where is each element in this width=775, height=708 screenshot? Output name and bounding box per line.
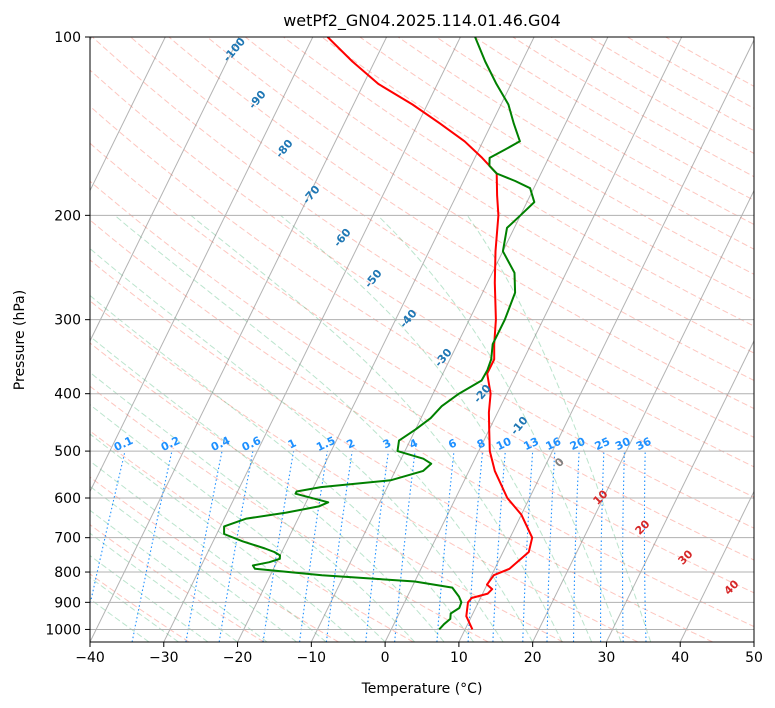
dry-adiabat-line [130, 37, 754, 438]
moist-adiabat-line [90, 532, 238, 642]
y-tick-label: 400 [54, 387, 81, 403]
isotherm-line [384, 37, 683, 642]
x-tick-label: −40 [75, 650, 105, 666]
isotherm-line [679, 490, 754, 642]
y-axis-label: Pressure (hPa) [12, 290, 28, 390]
x-tick-label: 30 [598, 650, 616, 666]
mixing-ratio-line [394, 451, 416, 642]
mixing-ratio-label: 10 [494, 435, 514, 453]
y-tick-label: 600 [54, 491, 81, 507]
isotherm-line [90, 37, 166, 192]
moist-adiabat-line [90, 576, 179, 642]
y-tick-label: 700 [54, 531, 81, 547]
moist-adiabat-line [90, 460, 327, 642]
dry-adiabat-line [90, 105, 754, 529]
moist-adiabat-line [377, 214, 622, 642]
isotherm-line [605, 339, 754, 642]
dewpoint-line [223, 37, 536, 631]
x-tick-label: −30 [149, 650, 179, 666]
mixing-ratio-label: 13 [522, 435, 541, 453]
x-tick-label: 0 [381, 650, 390, 666]
isotherm-line [163, 37, 461, 642]
dry-adiabat-line [90, 142, 754, 561]
x-tick-label: −10 [297, 650, 327, 666]
mixing-ratio-line [131, 450, 173, 642]
mixing-ratio-line [325, 451, 353, 642]
y-tick-label: 100 [54, 30, 81, 46]
mixing-ratio-line [90, 450, 126, 608]
plot-background [90, 37, 754, 642]
dry-adiabat-line [244, 37, 754, 354]
profile-lines [223, 37, 536, 631]
x-tick-label: −20 [223, 650, 253, 666]
x-tick-label: 40 [671, 650, 689, 666]
mixing-ratio-line [262, 451, 295, 642]
moist-adiabat-line [90, 294, 475, 642]
x-axis-ticks: −40 −30 −20 −10 0 10 20 30 40 50 [75, 642, 763, 666]
isotherm-line [90, 37, 388, 642]
isotherm-line [458, 38, 754, 642]
y-tick-label: 500 [54, 444, 81, 460]
dry-adiabat-line [92, 37, 754, 468]
background-reference-lines [90, 37, 754, 642]
x-tick-label: 10 [450, 650, 468, 666]
moist-adiabat-line [90, 554, 209, 642]
isotherm-line [90, 37, 240, 343]
y-tick-label: 800 [54, 565, 81, 581]
dry-adiabat-line [359, 37, 754, 275]
moist-adiabat-line [90, 598, 150, 642]
mixing-ratio-label: 36 [634, 435, 654, 453]
dry-adiabat-line [90, 342, 564, 642]
mixing-ratio-label: 20 [568, 435, 588, 453]
dry-adiabat-line [321, 37, 754, 301]
dry-adiabat-line [206, 37, 754, 381]
chart-title: wetPf2_GN04.2025.114.01.46.G04 [283, 11, 561, 31]
x-tick-label: 50 [745, 650, 763, 666]
dry-adiabat-line [90, 219, 754, 628]
mixing-ratio-line [436, 451, 455, 642]
mixing-ratio-label: 16 [544, 435, 564, 453]
isotherm-line [90, 37, 314, 493]
moist-adiabat-line [280, 214, 593, 642]
pressure-gridlines [90, 37, 754, 630]
y-tick-label: 1000 [45, 622, 81, 638]
dry-adiabat-line [90, 385, 489, 642]
dry-adiabat-line [512, 37, 754, 178]
moist-adiabat-line [90, 404, 386, 642]
moist-adiabat-line [90, 433, 356, 642]
y-tick-label: 900 [54, 595, 81, 611]
moist-adiabat-line [90, 247, 504, 642]
x-axis-label: Temperature (°C) [361, 681, 483, 697]
isotherm-line [532, 189, 754, 642]
isotherm-line [237, 37, 535, 642]
moist-adiabat-line [190, 214, 563, 642]
moist-adiabat-line [466, 215, 652, 642]
dry-adiabat-line [168, 37, 754, 410]
moist-adiabat-line [90, 371, 415, 642]
moist-adiabat-line [114, 214, 534, 642]
mixing-ratio-label: 30 [613, 435, 633, 453]
mixing-ratio-label: 25 [593, 435, 612, 453]
mixing-ratio-line [365, 451, 389, 642]
dry-adiabat-line [90, 180, 754, 594]
y-tick-label: 300 [54, 313, 81, 329]
x-tick-label: 20 [524, 650, 542, 666]
plot-frame [89, 36, 755, 643]
dry-adiabat-line [474, 37, 754, 201]
dry-adiabat-line [90, 524, 265, 642]
isotherm-line [310, 37, 609, 642]
y-tick-label: 200 [54, 208, 81, 224]
y-axis-ticks: 100 200 300 400 500 600 700 800 900 1000 [45, 30, 90, 638]
mixing-ratio-line [299, 451, 328, 642]
dry-adiabat-line [397, 37, 754, 250]
temperature-line [326, 37, 534, 630]
